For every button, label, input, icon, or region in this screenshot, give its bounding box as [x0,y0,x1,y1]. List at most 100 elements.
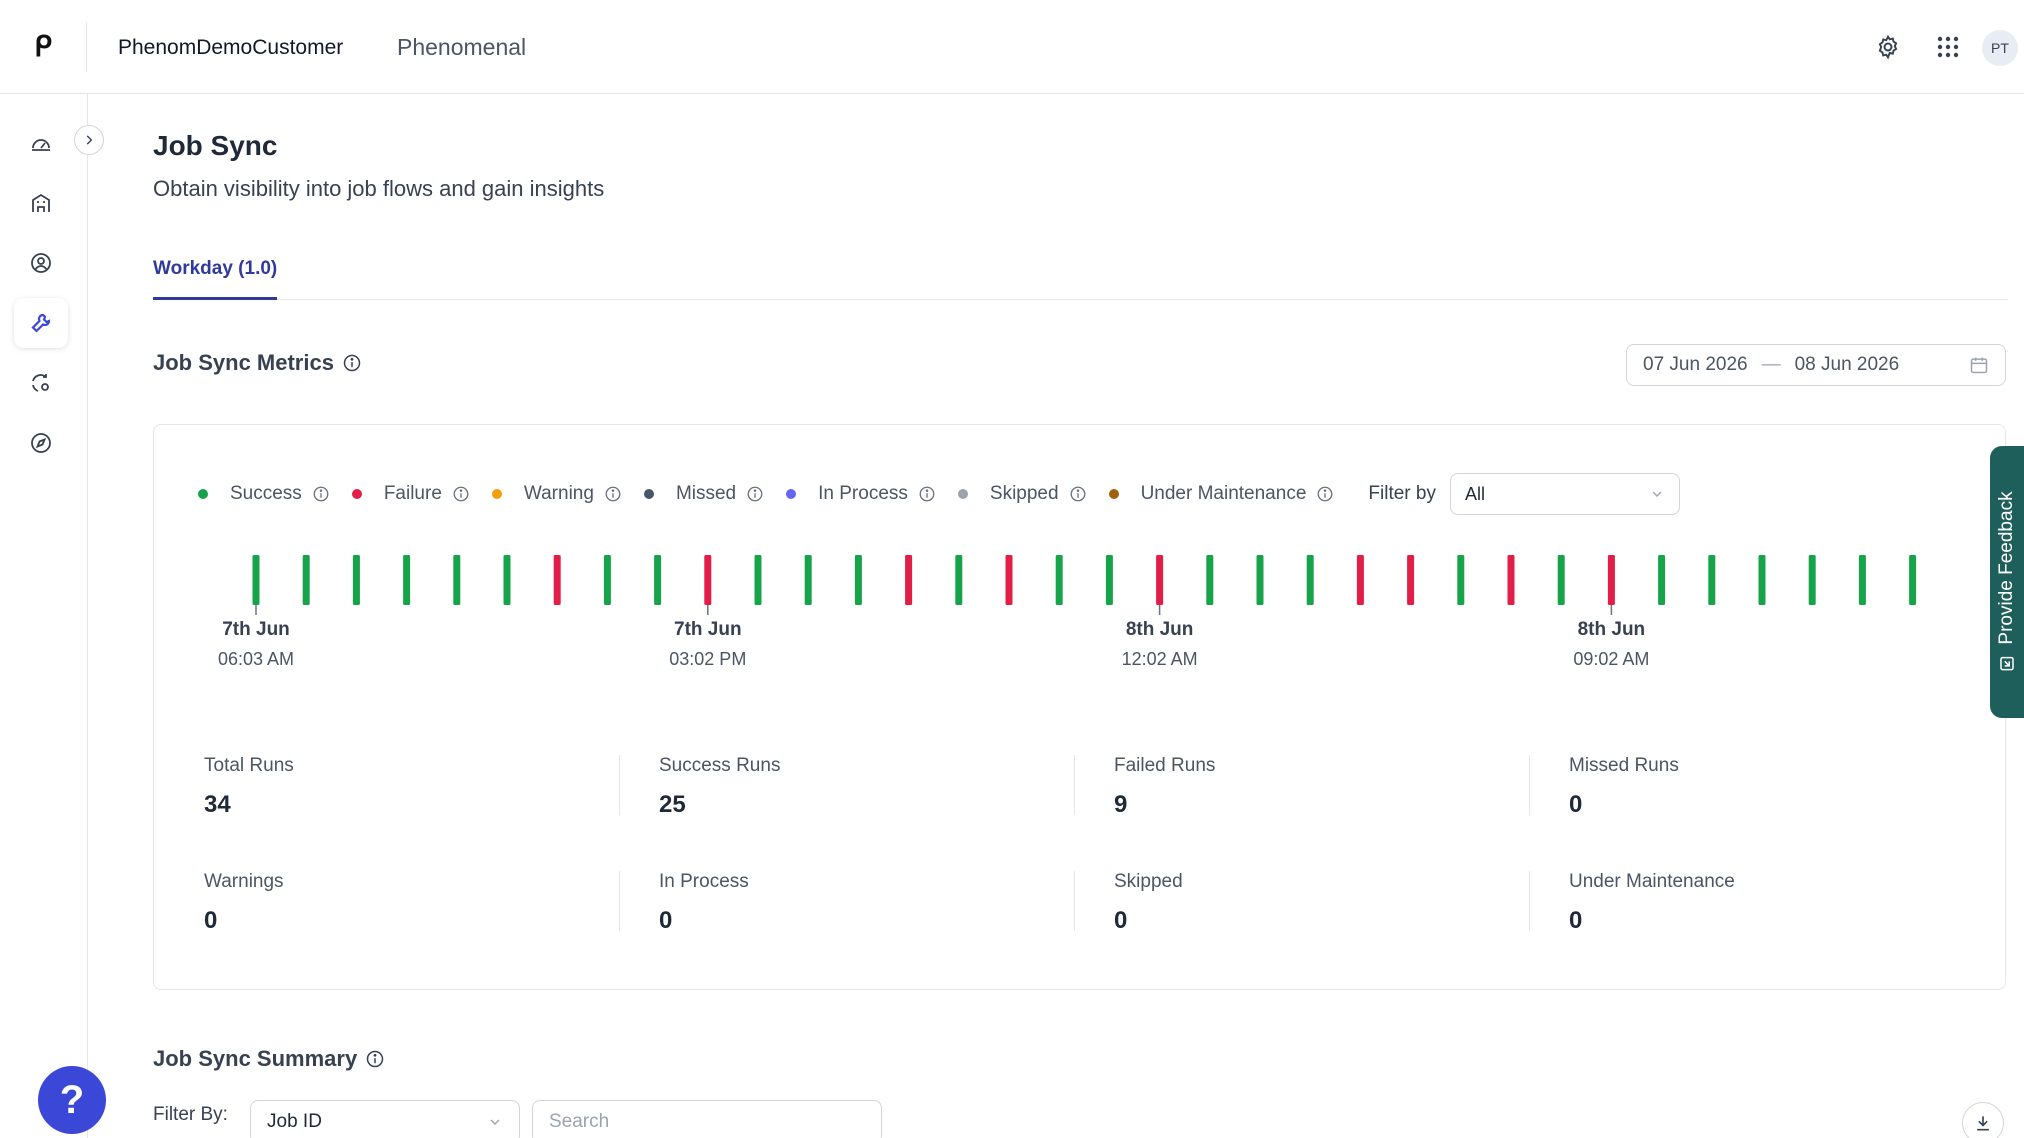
tab-workday[interactable]: Workday (1.0) [153,258,278,300]
timeline-run-success[interactable] [302,555,310,605]
phenom-logo[interactable]: ᑭ [34,30,52,63]
sync-settings-icon [32,374,49,392]
timeline-run-success[interactable] [1256,555,1264,605]
org-name[interactable]: PhenomDemoCustomer [118,36,344,59]
stat-label: Under Maintenance [1569,871,1735,892]
summary-search-input[interactable] [532,1100,882,1138]
stat-divider [1529,755,1530,815]
legend-label: Failure [383,483,442,504]
sidebar-item-explore[interactable] [14,418,68,468]
timeline-run-failure[interactable] [704,555,712,605]
timeline-run-success[interactable] [1206,555,1214,605]
info-icon[interactable] [604,485,622,503]
timeline-run-success[interactable] [1909,555,1917,605]
legend-dot [643,489,654,499]
help-button[interactable]: ? [38,1066,106,1134]
legend-item-in-process: In Process [786,483,936,505]
timeline-run-failure[interactable] [1607,555,1615,605]
timeline-run-success[interactable] [403,555,411,605]
sidebar-item-dashboard[interactable] [14,118,68,168]
metrics-card: Success Failure Warning Missed In Process Ski… [153,424,2006,990]
timeline-run-failure[interactable] [905,555,913,605]
stat-failed-runs: Failed Runs 9 [1114,755,1534,819]
timeline-run-failure[interactable] [1507,555,1515,605]
timeline-run-failure[interactable] [1356,555,1364,605]
timeline-run-failure[interactable] [1005,555,1013,605]
stat-divider [1074,755,1075,815]
summary-section-title: Job Sync Summary [153,1046,385,1072]
sidebar-item-tools[interactable] [14,298,68,348]
tick-time: 03:02 PM [669,649,747,669]
summary-filter-select[interactable]: Job ID [250,1100,520,1138]
sidebar-item-sync[interactable] [14,358,68,408]
calendar-icon[interactable] [1969,355,1989,375]
top-bar: ᑭ PhenomDemoCustomer Phenomenal PT [0,0,2024,94]
legend-item-skipped: Skipped [957,483,1087,505]
timeline-run-success[interactable] [503,555,511,605]
timeline-run-success[interactable] [1306,555,1314,605]
info-icon[interactable] [1069,485,1087,503]
timeline-tick-label: 7th Jun 06:03 AM [186,619,326,670]
timeline-run-success[interactable] [1658,555,1666,605]
chevron-right-icon [86,135,93,145]
info-icon[interactable] [918,485,936,503]
logo-divider [86,22,87,72]
sidebar-item-building[interactable] [14,178,68,228]
legend-item-missed: Missed [643,483,764,505]
timeline-run-success[interactable] [352,555,360,605]
avatar[interactable]: PT [1982,30,2018,66]
info-icon[interactable] [312,485,330,503]
info-icon[interactable] [365,1049,385,1069]
timeline-run-success[interactable] [854,555,862,605]
legend-item-warning: Warning [491,483,622,505]
timeline-run-success[interactable] [654,555,662,605]
summary-title-text: Job Sync Summary [153,1046,358,1071]
info-icon[interactable] [452,485,470,503]
timeline-run-success[interactable] [1557,555,1565,605]
date-range-picker[interactable]: 07 Jun 2026 — 08 Jun 2026 [1626,344,2006,386]
timeline-run-success[interactable] [1105,555,1113,605]
timeline-run-success[interactable] [1708,555,1716,605]
apps-grid-icon[interactable] [1931,30,1965,64]
stat-divider [1074,871,1075,931]
tools-icon [31,313,51,333]
timeline-run-failure[interactable] [1156,555,1164,605]
sidebar-item-users[interactable] [14,238,68,288]
tick-date: 8th Jun [1125,619,1194,640]
download-button[interactable] [1962,1102,2004,1138]
tick-time: 12:02 AM [1121,649,1198,669]
timeline-run-failure[interactable] [1407,555,1415,605]
timeline-run-success[interactable] [1858,555,1866,605]
timeline-run-success[interactable] [1457,555,1465,605]
stat-label: Missed Runs [1569,755,1679,776]
sidebar-expand-button[interactable] [74,125,104,155]
timeline-run-success[interactable] [252,555,260,605]
timeline-run-success[interactable] [453,555,461,605]
download-icon [1977,1116,1989,1131]
legend-label: Missed [675,483,737,504]
stat-skipped: Skipped 0 [1114,871,1534,935]
timeline-run-success[interactable] [603,555,611,605]
legend-dot [1108,489,1119,499]
metrics-section-title: Job Sync Metrics [153,350,362,376]
legend-dot [198,489,208,499]
timeline-run-success[interactable] [804,555,812,605]
gear-icon[interactable] [1871,30,1905,64]
timeline-run-success[interactable] [1055,555,1063,605]
stat-label: In Process [659,871,749,892]
chevron-down-icon [1649,486,1665,502]
status-filter-select[interactable]: All [1449,473,1680,515]
provide-feedback-button[interactable]: Provide Feedback [1990,446,2024,718]
info-icon[interactable] [342,353,362,373]
timeline-run-success[interactable] [1808,555,1816,605]
date-end: 08 Jun 2026 [1794,354,1900,375]
timeline-run-success[interactable] [955,555,963,605]
info-icon[interactable] [746,485,764,503]
timeline-run-success[interactable] [1758,555,1766,605]
info-icon[interactable] [1316,485,1334,503]
timeline-tick-label: 8th Jun 12:02 AM [1090,619,1230,670]
stat-value: 0 [1569,791,1583,818]
app-name[interactable]: Phenomenal [397,34,527,60]
timeline-run-success[interactable] [754,555,762,605]
timeline-run-failure[interactable] [553,555,561,605]
